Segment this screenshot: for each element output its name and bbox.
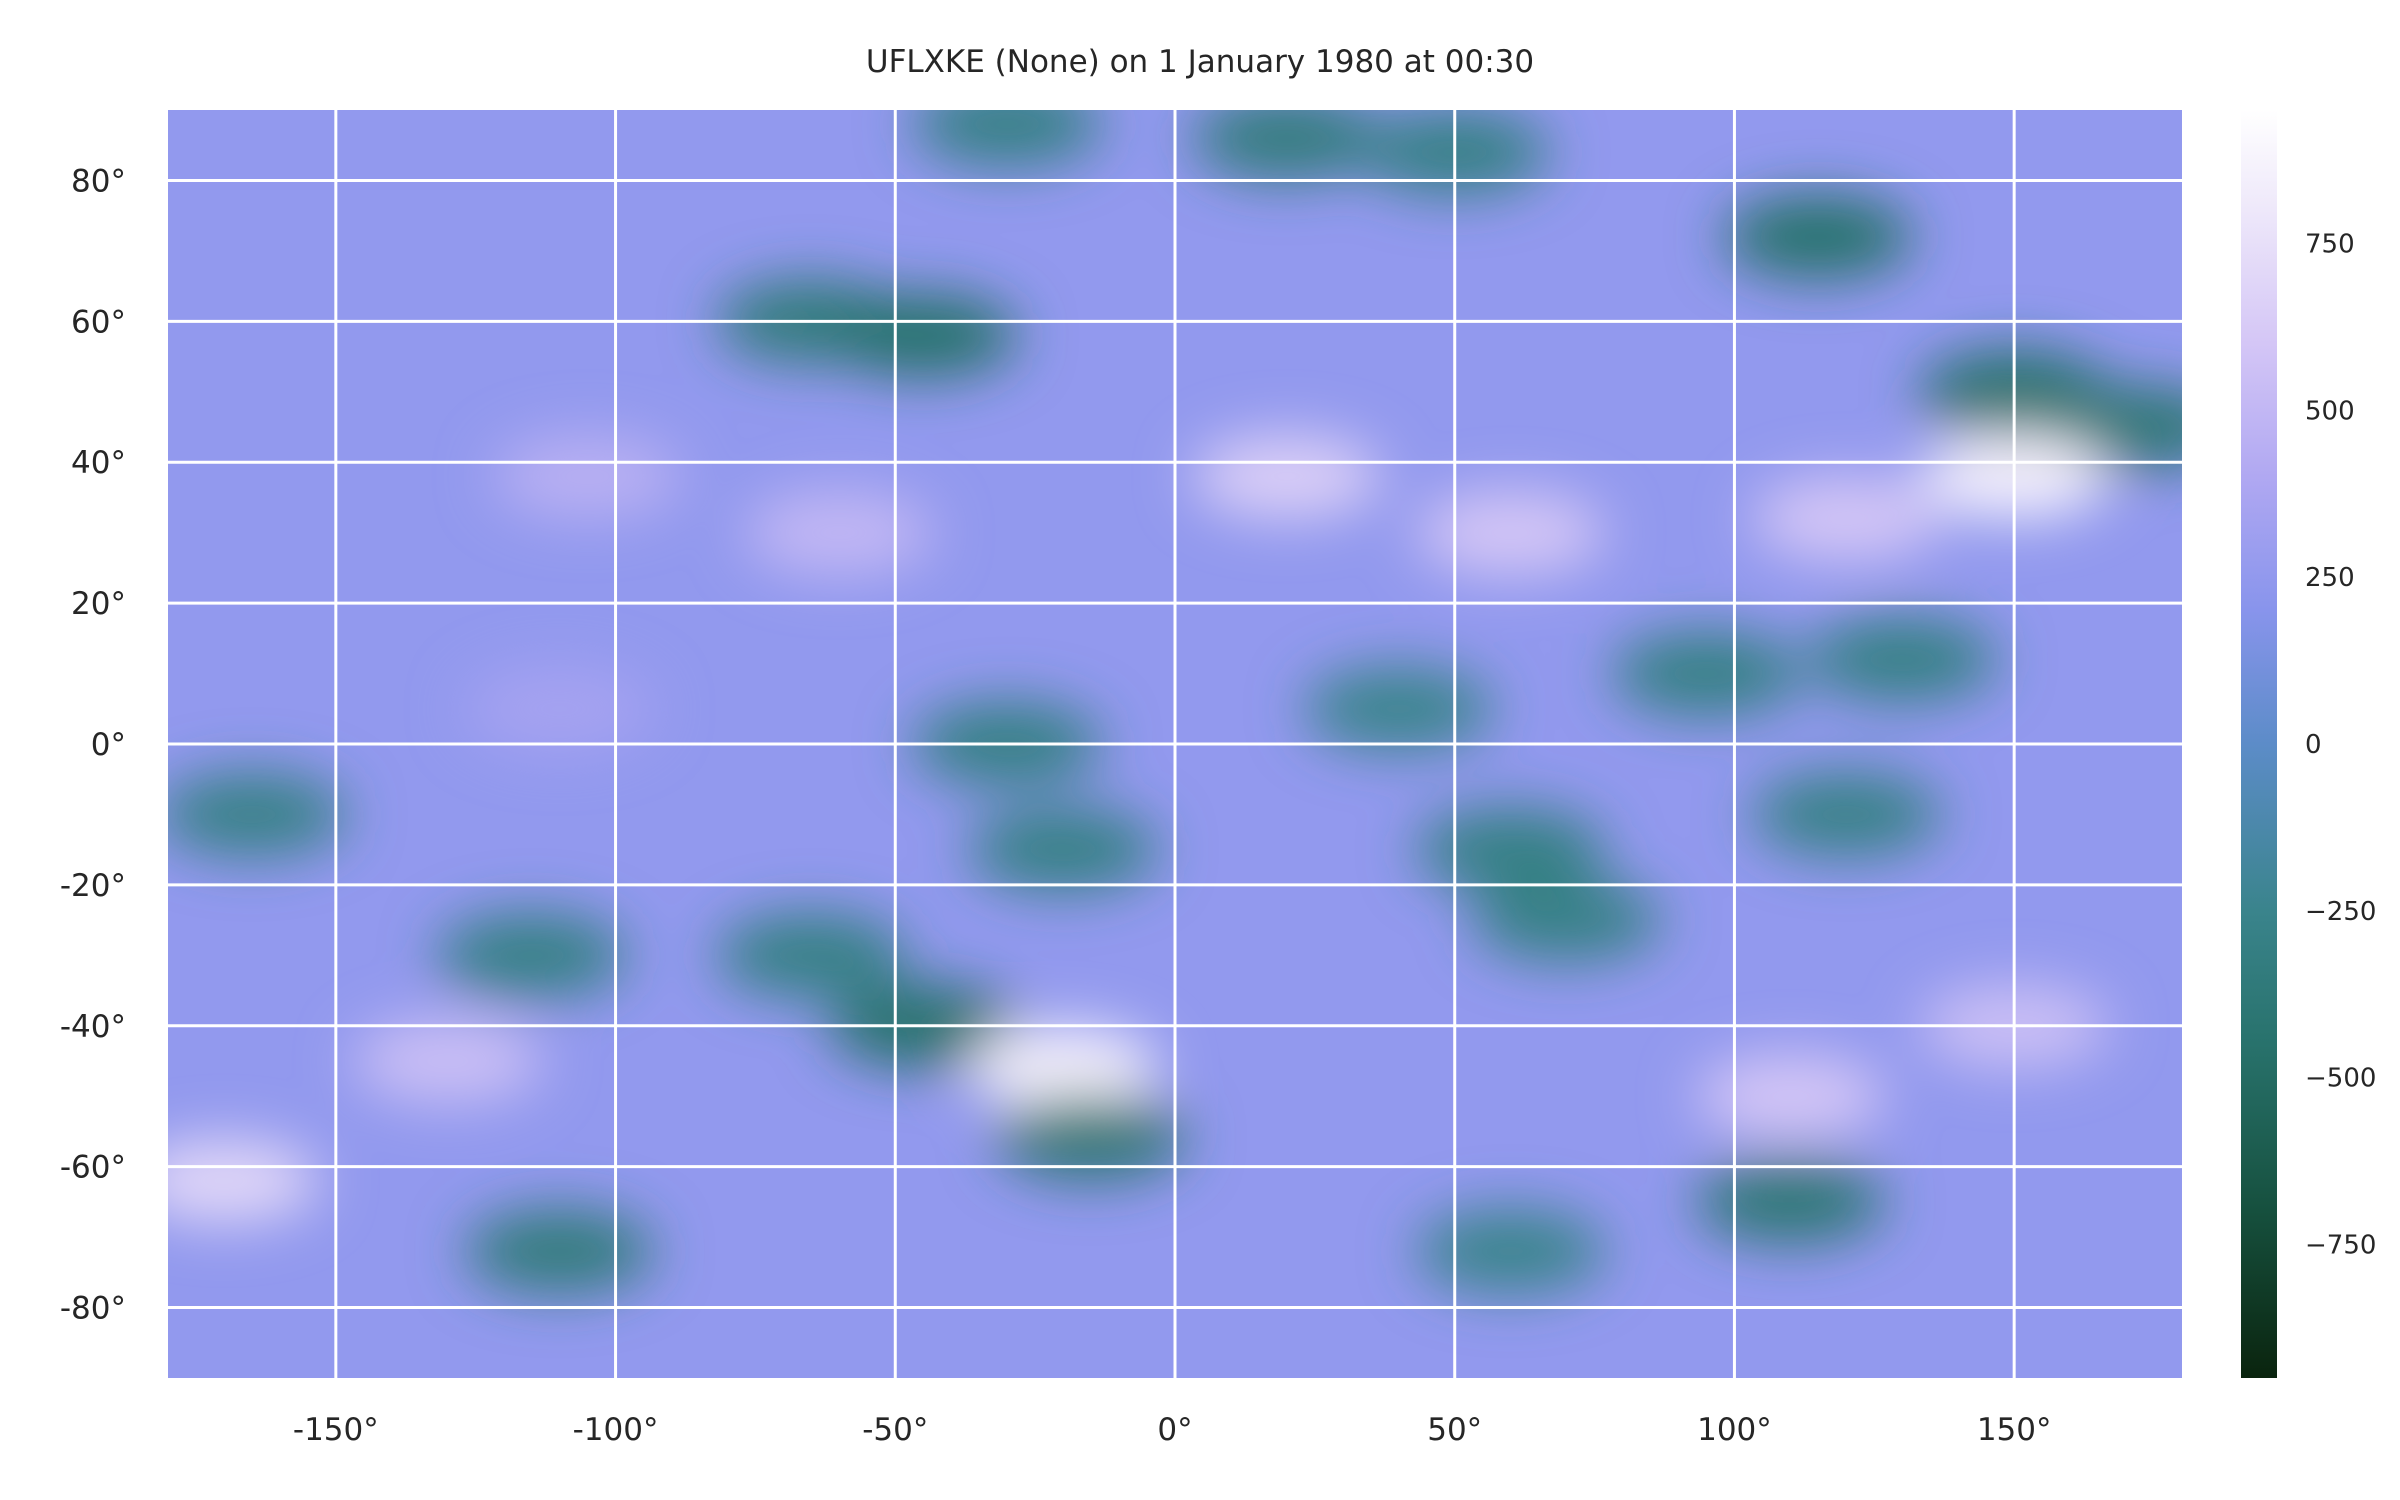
x-tick-label: -50° xyxy=(862,1412,928,1448)
colorbar-tick-label: 250 xyxy=(2305,563,2355,593)
field-feature-8 xyxy=(492,434,683,519)
colorbar-tick-label: 500 xyxy=(2305,396,2355,426)
field-feature-35 xyxy=(1415,1209,1606,1294)
x-tick-label: 0° xyxy=(1157,1412,1192,1448)
field-feature-9 xyxy=(744,490,935,575)
y-tick-label: 20° xyxy=(71,586,126,622)
field-feature-31 xyxy=(168,1138,319,1223)
field-feature-15 xyxy=(1807,617,1998,702)
field-feature-1 xyxy=(1191,110,1382,181)
field-feature-5 xyxy=(828,293,1019,378)
field-feature-29 xyxy=(1695,1054,1886,1139)
x-tick-label: 50° xyxy=(1427,1412,1482,1448)
y-axis-ticks: 80° 60° 40° 20° 0° -20° -40° -60° -80° xyxy=(60,163,126,1326)
x-tick-label: 100° xyxy=(1697,1412,1772,1448)
x-tick-label: -150° xyxy=(293,1412,379,1448)
y-tick-label: -60° xyxy=(60,1150,126,1186)
y-tick-label: -20° xyxy=(60,868,126,904)
chart-title: UFLXKE (None) on 1 January 1980 at 00:30 xyxy=(865,44,1535,80)
gridlines xyxy=(168,110,2182,1378)
colorbar-tick-label: −750 xyxy=(2305,1231,2376,1261)
field-feature-13 xyxy=(1751,476,1942,561)
field-feature-19 xyxy=(1415,807,1606,892)
colorbar-gradient xyxy=(2241,110,2277,1378)
field-feature-21 xyxy=(168,772,347,857)
field-feature-0 xyxy=(912,110,1103,167)
field-feature-10 xyxy=(1191,434,1382,519)
field-feature-26 xyxy=(1471,878,1662,963)
field-feature-14 xyxy=(1611,631,1802,716)
field-feature-28 xyxy=(352,1019,543,1103)
field-feature-33 xyxy=(464,1209,655,1294)
field-feature-20 xyxy=(1751,772,1942,857)
plot-area xyxy=(168,110,2182,1378)
y-tick-label: -80° xyxy=(60,1291,126,1327)
colorbar-tick-label: −500 xyxy=(2305,1064,2376,1094)
y-tick-label: 0° xyxy=(91,727,126,763)
field-feature-34 xyxy=(1695,1159,1886,1244)
field-feature-27 xyxy=(968,1026,1159,1111)
colorbar-tick-label: −250 xyxy=(2305,897,2376,927)
field-feature-16 xyxy=(1303,666,1494,751)
x-axis-ticks: -150° -100° -50° 0° 50° 100° 150° xyxy=(293,1412,2052,1448)
colorbar: 750 500 250 0 −250 −500 −750 xyxy=(2241,110,2376,1378)
field-feature-22 xyxy=(464,666,655,751)
field-feature-32 xyxy=(996,1096,1187,1181)
x-tick-label: 150° xyxy=(1977,1412,2052,1448)
field-feature-18 xyxy=(968,807,1159,892)
field-feature-24 xyxy=(716,913,907,998)
y-tick-label: -40° xyxy=(60,1009,126,1045)
y-tick-label: 60° xyxy=(71,304,126,340)
y-tick-label: 40° xyxy=(71,445,126,481)
x-tick-label: -100° xyxy=(573,1412,659,1448)
colorbar-tick-label: 0 xyxy=(2305,730,2322,760)
field-feature-3 xyxy=(1723,194,1914,279)
field-feature-11 xyxy=(1415,490,1606,575)
field-feature-23 xyxy=(436,913,627,998)
colorbar-tick-label: 750 xyxy=(2305,229,2355,259)
y-tick-label: 80° xyxy=(71,163,126,199)
